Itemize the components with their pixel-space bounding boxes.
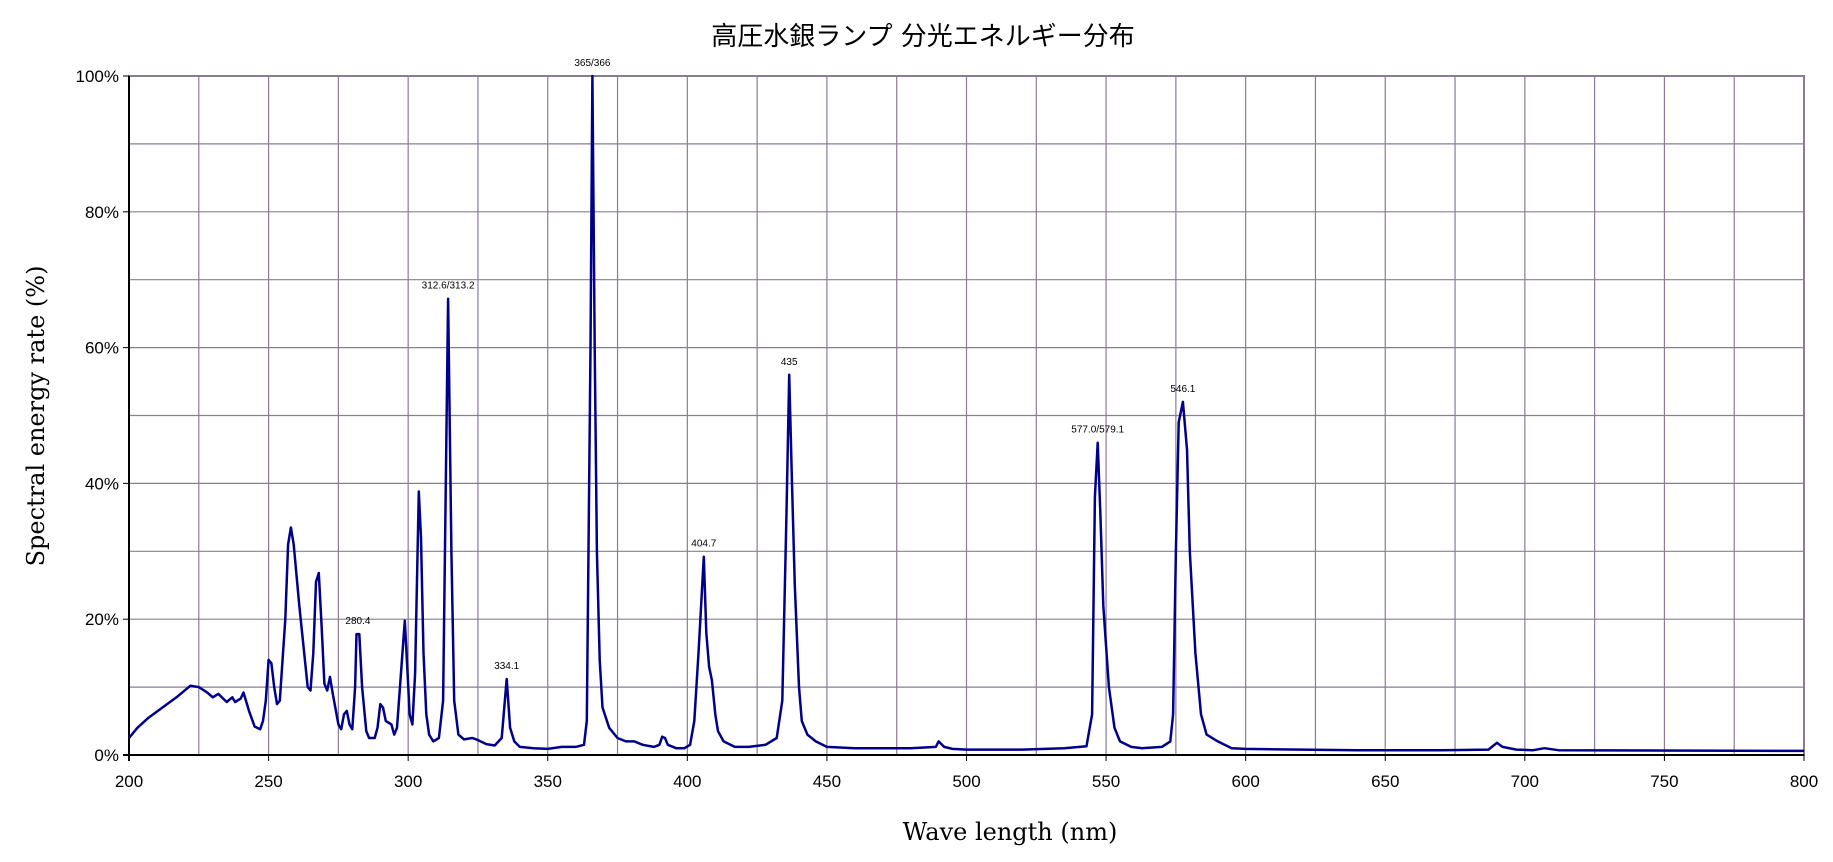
y-tick-label: 80% (85, 203, 119, 222)
peak-label: 546.1 (1170, 384, 1195, 395)
peak-label: 280.4 (345, 616, 370, 627)
y-tick-label: 100% (76, 67, 119, 86)
x-tick-label: 600 (1231, 772, 1259, 791)
x-axis-label: Wave length (nm) (903, 818, 1118, 846)
grid (123, 75, 1805, 761)
peak-label: 312.6/313.2 (422, 281, 475, 292)
x-tick-label: 200 (115, 772, 143, 791)
peak-label: 365/366 (574, 58, 611, 69)
x-tick-label: 400 (673, 772, 701, 791)
y-tick-label: 20% (85, 610, 119, 629)
x-tick-label: 300 (394, 772, 422, 791)
peak-label: 404.7 (691, 539, 716, 550)
y-tick-label: 60% (85, 339, 119, 358)
y-tick-label: 0% (94, 746, 119, 765)
x-tick-label: 250 (254, 772, 282, 791)
x-tick-label: 550 (1092, 772, 1120, 791)
peak-label: 577.0/579.1 (1071, 425, 1124, 436)
y-tick-label: 40% (85, 474, 119, 493)
peak-annotations: 280.4 312.6/313.2 334.1 365/366 404.7 435 577.… (345, 58, 1195, 672)
x-tick-label: 700 (1511, 772, 1539, 791)
y-axis-label: Spectral energy rate (%) (22, 266, 50, 567)
axis-ticks: 200 250 300 350 400 450 500 550 600 650 700 750 800 0… (76, 67, 1819, 791)
x-tick-label: 750 (1650, 772, 1678, 791)
chart-title: 高圧水銀ランプ 分光エネルギー分布 (711, 22, 1135, 52)
spectrum-line (128, 74, 1805, 753)
x-tick-label: 500 (952, 772, 980, 791)
peak-label: 334.1 (494, 661, 519, 672)
x-tick-label: 450 (813, 772, 841, 791)
x-tick-label: 350 (534, 772, 562, 791)
peak-label: 435 (781, 357, 798, 368)
x-tick-label: 650 (1371, 772, 1399, 791)
x-tick-label: 800 (1790, 772, 1818, 791)
